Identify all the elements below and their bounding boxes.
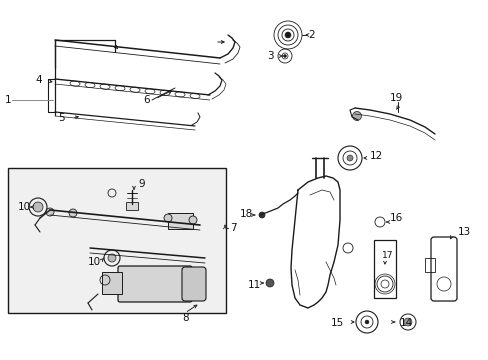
Bar (424, 258, 434, 272)
Circle shape (108, 254, 116, 262)
Bar (168, 213, 193, 229)
Bar (126, 202, 138, 210)
Bar (102, 272, 122, 294)
Circle shape (189, 216, 197, 224)
Circle shape (283, 54, 286, 58)
Text: 6: 6 (142, 95, 149, 105)
Circle shape (352, 112, 361, 121)
Circle shape (285, 32, 290, 38)
Text: 8: 8 (182, 313, 188, 323)
Text: 12: 12 (369, 151, 383, 161)
Text: 14: 14 (399, 318, 412, 328)
Circle shape (69, 209, 77, 217)
FancyBboxPatch shape (182, 267, 205, 301)
Text: 17: 17 (381, 251, 393, 260)
Text: 15: 15 (330, 318, 344, 328)
Circle shape (364, 320, 368, 324)
Bar (8, 168, 225, 313)
Text: 1: 1 (5, 95, 12, 105)
FancyBboxPatch shape (118, 266, 192, 302)
Circle shape (265, 279, 273, 287)
Text: 18: 18 (240, 209, 253, 219)
Text: 9: 9 (138, 179, 144, 189)
Text: 10: 10 (18, 202, 31, 212)
Text: 4: 4 (35, 75, 41, 85)
Text: 5: 5 (58, 113, 64, 123)
Circle shape (403, 318, 411, 326)
Bar (373, 240, 395, 298)
Text: 11: 11 (247, 280, 261, 290)
Circle shape (346, 155, 352, 161)
Text: 16: 16 (389, 213, 403, 223)
Text: 10: 10 (88, 257, 101, 267)
Text: 7: 7 (229, 223, 236, 233)
Text: 19: 19 (389, 93, 403, 103)
Circle shape (163, 214, 172, 222)
Circle shape (33, 202, 43, 212)
Circle shape (259, 212, 264, 218)
Text: 2: 2 (307, 30, 314, 40)
Text: 13: 13 (457, 227, 470, 237)
Circle shape (46, 208, 54, 216)
Text: 3: 3 (266, 51, 273, 61)
